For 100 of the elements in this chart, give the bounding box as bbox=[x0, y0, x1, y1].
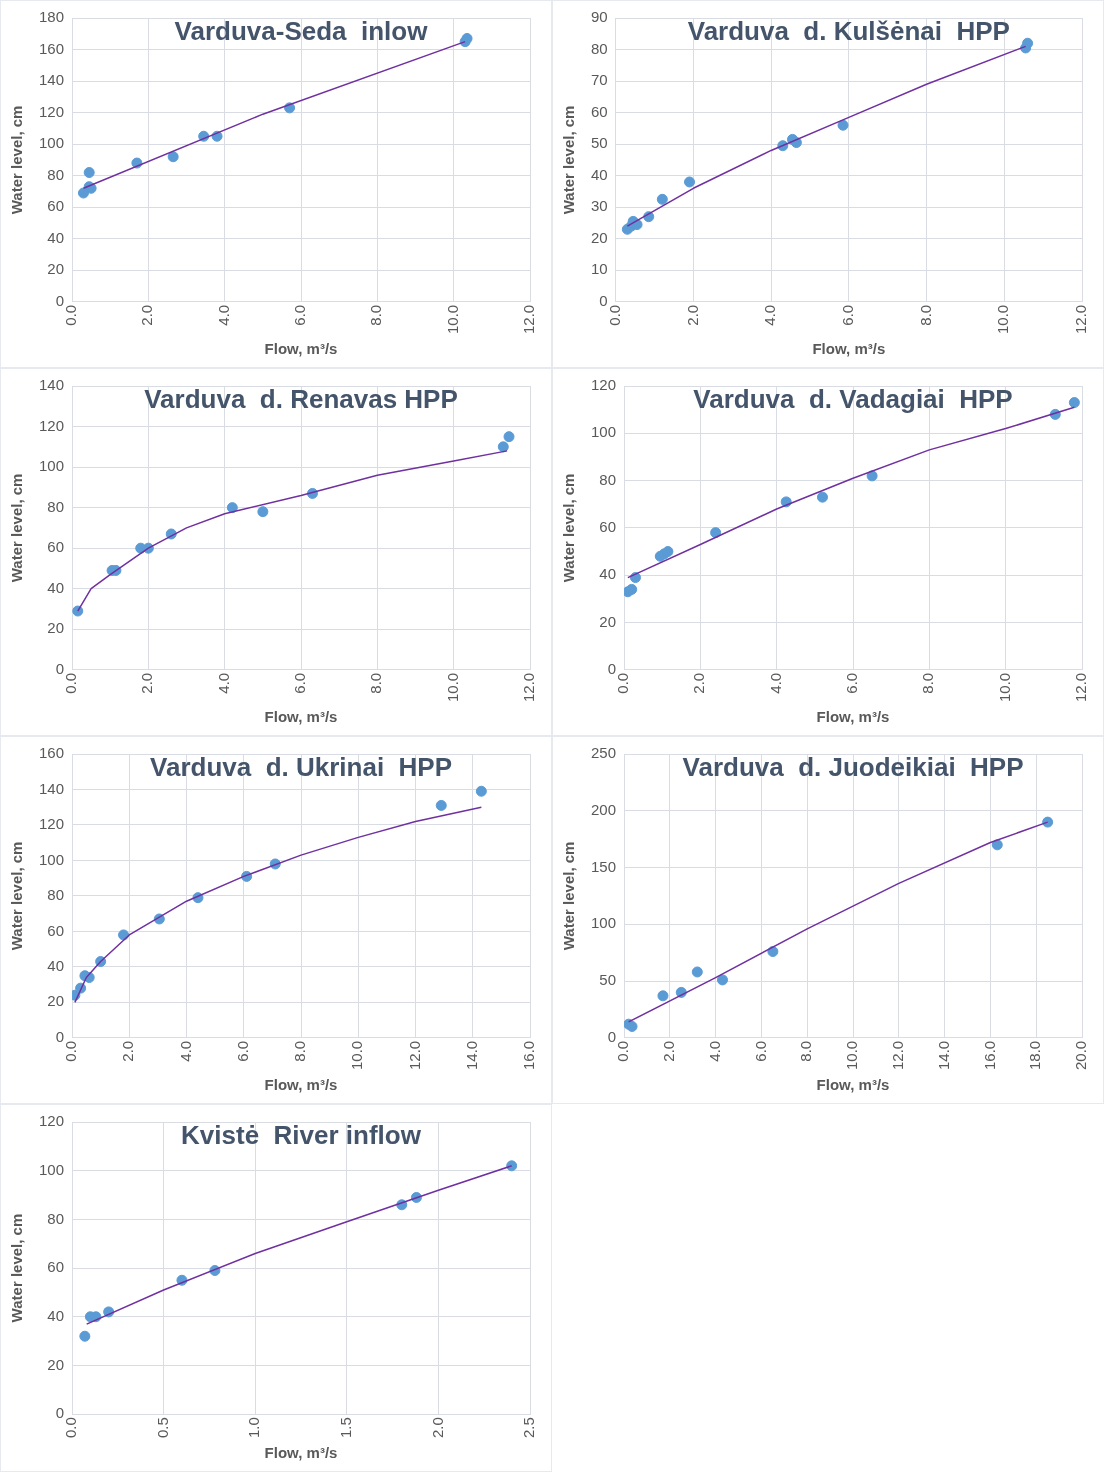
y-tick-label: 80 bbox=[47, 886, 65, 904]
x-axis-title: Flow, m³/s bbox=[264, 1076, 338, 1094]
x-tick-label: 1.0 bbox=[245, 1417, 263, 1439]
x-tick-label: 6.0 bbox=[233, 1040, 251, 1062]
x-tick-label: 2.5 bbox=[520, 1417, 538, 1439]
y-tick-label: 100 bbox=[591, 423, 617, 441]
y-axis-title: Water level, cm bbox=[8, 841, 26, 951]
y-tick-label: 60 bbox=[47, 197, 65, 215]
x-tick-label: 10.0 bbox=[348, 1040, 366, 1071]
x-tick-label: 2.0 bbox=[428, 1417, 446, 1439]
y-tick-label: 100 bbox=[591, 914, 617, 932]
y-tick-label: 60 bbox=[599, 518, 617, 536]
y-axis-title: Water level, cm bbox=[8, 105, 26, 215]
x-axis-title: Flow, m³/s bbox=[816, 708, 890, 726]
chart-title: Varduva d. Juodeikiai HPP bbox=[682, 752, 1024, 783]
y-tick-label: 40 bbox=[591, 165, 608, 183]
y-tick-label: 30 bbox=[591, 197, 608, 215]
y-tick-label: 70 bbox=[591, 71, 608, 89]
x-axis-title: Flow, m³/s bbox=[264, 708, 338, 726]
y-tick-label: 20 bbox=[599, 612, 617, 630]
x-tick-label: 16.0 bbox=[980, 1040, 998, 1071]
x-tick-label: 4.0 bbox=[761, 304, 779, 326]
x-tick-label: 6.0 bbox=[291, 304, 309, 326]
y-tick-label: 40 bbox=[47, 956, 65, 974]
y-tick-label: 20 bbox=[47, 1355, 65, 1373]
y-tick-label: 60 bbox=[47, 538, 65, 556]
y-tick-label: 120 bbox=[591, 376, 617, 394]
x-tick-label: 2.0 bbox=[690, 672, 708, 694]
x-tick-label: 6.0 bbox=[751, 1040, 769, 1062]
x-axis-title: Flow, m³/s bbox=[812, 340, 886, 358]
y-tick-label: 0 bbox=[55, 291, 65, 309]
x-tick-label: 0.0 bbox=[62, 304, 80, 326]
y-axis-title: Water level, cm bbox=[8, 1213, 26, 1323]
x-tick-label: 12.0 bbox=[405, 1040, 423, 1071]
y-tick-label: 80 bbox=[591, 39, 608, 57]
x-tick-label: 4.0 bbox=[705, 1040, 723, 1062]
y-tick-label: 0 bbox=[55, 1404, 65, 1422]
x-tick-label: 10.0 bbox=[443, 672, 461, 703]
x-tick-label: 8.0 bbox=[367, 304, 385, 326]
y-tick-label: 80 bbox=[47, 165, 65, 183]
x-tick-label: 4.0 bbox=[214, 304, 232, 326]
x-tick-label: 12.0 bbox=[888, 1040, 906, 1071]
y-tick-label: 80 bbox=[599, 470, 617, 488]
x-tick-label: 4.0 bbox=[766, 672, 784, 694]
y-tick-label: 20 bbox=[47, 260, 65, 278]
y-tick-label: 160 bbox=[39, 744, 65, 762]
x-tick-label: 12.0 bbox=[520, 304, 538, 335]
x-tick-label: 20.0 bbox=[1072, 1040, 1090, 1071]
y-tick-label: 150 bbox=[591, 857, 617, 875]
y-tick-label: 140 bbox=[39, 376, 65, 394]
y-tick-label: 20 bbox=[47, 992, 65, 1010]
y-tick-label: 40 bbox=[47, 228, 65, 246]
y-axis-title: Water level, cm bbox=[560, 473, 578, 583]
chart-title: Varduva-Seda inlow bbox=[174, 16, 429, 47]
x-tick-label: 6.0 bbox=[843, 672, 861, 694]
x-axis-title: Flow, m³/s bbox=[816, 1076, 890, 1094]
y-tick-label: 100 bbox=[39, 457, 65, 475]
y-tick-label: 20 bbox=[591, 228, 608, 246]
y-tick-label: 50 bbox=[591, 134, 608, 152]
x-tick-label: 2.0 bbox=[119, 1040, 137, 1062]
y-tick-label: 120 bbox=[39, 1112, 65, 1130]
y-tick-label: 180 bbox=[39, 8, 65, 26]
x-tick-label: 0.0 bbox=[62, 1040, 80, 1062]
y-axis-title: Water level, cm bbox=[8, 473, 26, 583]
x-tick-label: 14.0 bbox=[462, 1040, 480, 1071]
x-tick-label: 8.0 bbox=[797, 1040, 815, 1062]
x-tick-label: 0.0 bbox=[62, 1417, 80, 1439]
y-tick-label: 100 bbox=[39, 134, 65, 152]
x-tick-label: 12.0 bbox=[1072, 672, 1090, 703]
x-tick-label: 1.5 bbox=[336, 1417, 354, 1439]
x-tick-label: 10.0 bbox=[995, 672, 1013, 703]
y-tick-label: 40 bbox=[47, 578, 65, 596]
y-tick-label: 80 bbox=[47, 497, 65, 515]
x-tick-label: 12.0 bbox=[520, 672, 538, 703]
x-tick-label: 2.0 bbox=[138, 672, 156, 694]
y-tick-label: 60 bbox=[591, 102, 608, 120]
y-tick-label: 0 bbox=[599, 291, 608, 309]
x-tick-label: 4.0 bbox=[214, 672, 232, 694]
x-tick-label: 0.0 bbox=[614, 1040, 632, 1062]
y-tick-label: 160 bbox=[39, 39, 65, 57]
chart-title: Varduva d. Renavas HPP bbox=[144, 384, 458, 415]
y-tick-label: 120 bbox=[39, 815, 65, 833]
x-tick-label: 14.0 bbox=[934, 1040, 952, 1071]
chart-title: Varduva d. Vadagiai HPP bbox=[693, 384, 1013, 415]
x-tick-label: 0.0 bbox=[605, 304, 623, 326]
y-tick-label: 40 bbox=[47, 1306, 65, 1324]
y-tick-label: 0 bbox=[607, 659, 617, 677]
y-tick-label: 120 bbox=[39, 102, 65, 120]
x-tick-label: 8.0 bbox=[367, 672, 385, 694]
y-tick-label: 60 bbox=[47, 1258, 65, 1276]
x-tick-label: 2.0 bbox=[138, 304, 156, 326]
x-axis-title: Flow, m³/s bbox=[264, 340, 338, 358]
y-tick-label: 140 bbox=[39, 71, 65, 89]
y-tick-label: 140 bbox=[39, 779, 65, 797]
y-tick-label: 120 bbox=[39, 416, 65, 434]
x-tick-label: 2.0 bbox=[659, 1040, 677, 1062]
y-tick-label: 0 bbox=[607, 1027, 617, 1045]
x-tick-label: 4.0 bbox=[176, 1040, 194, 1062]
x-tick-label: 0.0 bbox=[614, 672, 632, 694]
x-tick-label: 6.0 bbox=[838, 304, 856, 326]
